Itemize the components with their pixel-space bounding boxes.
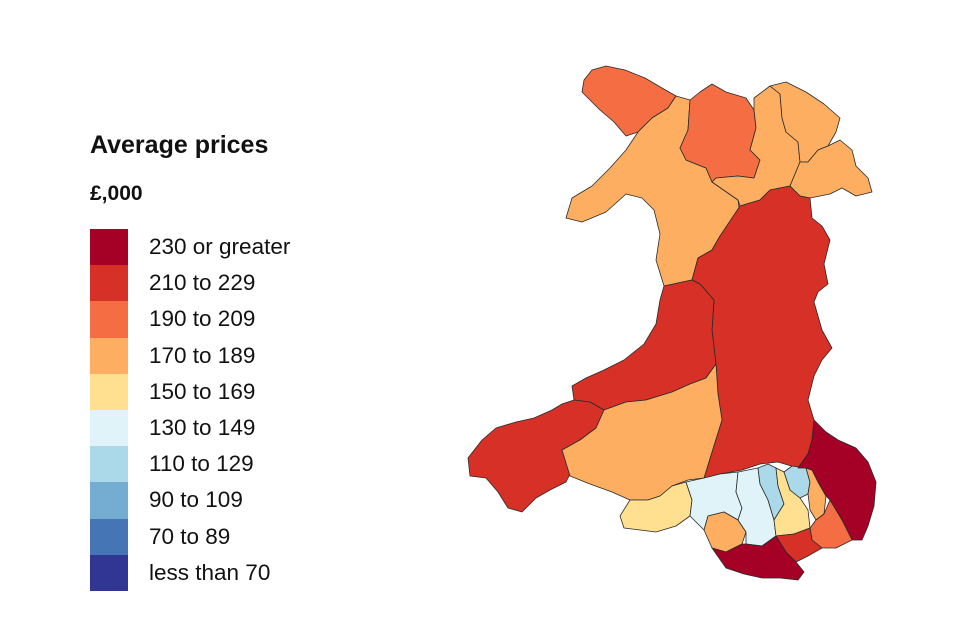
legend-swatch [90,301,128,338]
legend-swatch [90,446,128,483]
legend-item: 210 to 229 [90,265,390,302]
legend-item: 190 to 209 [90,301,390,338]
legend-item: 70 to 89 [90,518,390,555]
legend-label: 210 to 229 [149,270,256,296]
legend-label: 130 to 149 [149,415,256,441]
legend-swatch [90,337,128,374]
legend-swatch [90,409,128,447]
legend-item: 110 to 129 [90,446,390,483]
legend-swatch [90,482,128,519]
legend-item: 230 or greater [90,229,390,266]
legend-label: less than 70 [149,559,271,585]
legend-item: 90 to 109 [90,482,390,519]
legend-item: 170 to 189 [90,337,390,374]
legend-unit: £,000 [90,182,143,205]
region-vale-of-glamorgan [711,535,805,581]
legend-label: 190 to 209 [149,306,256,332]
legend-items: 230 or greater 210 to 229 190 to 209 170 to… [90,229,390,591]
legend-item: 150 to 169 [90,373,390,410]
legend-label: 110 to 129 [149,451,254,477]
region-monmouthshire [797,419,877,541]
legend-swatch [90,373,128,410]
legend-label: 90 to 109 [149,487,243,513]
legend-swatch [90,518,128,555]
legend-swatch [90,554,128,591]
legend-item: less than 70 [90,554,390,591]
region-wrexham [789,139,873,199]
legend-label: 170 to 189 [149,342,256,368]
legend-item: 130 to 149 [90,409,390,447]
legend-swatch [90,265,128,302]
legend-label: 70 to 89 [149,523,231,549]
region-carmarthenshire [561,363,723,501]
legend-label: 230 or greater [149,234,291,260]
legend-title: Average prices [90,131,269,159]
legend-swatch [90,229,128,266]
map-legend: Average prices £,000 230 or greater 210 t… [90,128,390,591]
legend-label: 150 to 169 [149,378,256,404]
